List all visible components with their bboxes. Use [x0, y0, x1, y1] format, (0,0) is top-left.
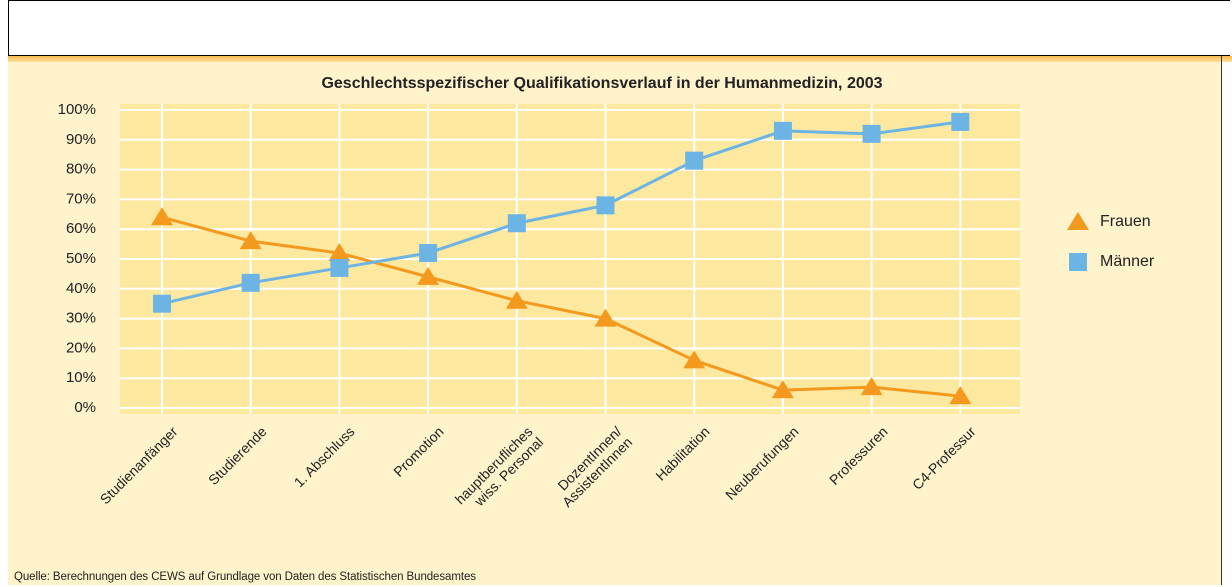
- marker: [239, 231, 262, 250]
- y-tick-label: 10%: [66, 369, 96, 386]
- marker: [773, 121, 792, 140]
- header-rule: [8, 56, 1232, 62]
- marker: [507, 214, 526, 233]
- y-tick-label: 90%: [66, 131, 96, 148]
- marker: [860, 377, 883, 396]
- line: [161, 215, 961, 398]
- y-tick-label: 0%: [74, 399, 96, 416]
- marker: [328, 243, 351, 262]
- y-tick-label: 70%: [66, 190, 96, 207]
- marker: [771, 380, 794, 399]
- header-box: [8, 0, 1230, 56]
- marker: [683, 350, 706, 369]
- source: Quelle: Berechnungen des CEWS auf Grundl…: [14, 571, 476, 583]
- y-tick-label: 50%: [66, 250, 96, 267]
- marker: [417, 266, 440, 285]
- marker: [596, 196, 615, 215]
- legend-label: Männer: [1100, 253, 1155, 270]
- marker: [949, 386, 972, 405]
- marker: [241, 273, 260, 292]
- marker: [151, 207, 173, 226]
- legend-marker: [1067, 212, 1089, 230]
- marker: [951, 112, 970, 131]
- marker: [685, 151, 704, 170]
- y-tick-label: 20%: [66, 339, 96, 356]
- y-tick-label: 100%: [58, 101, 96, 118]
- chart-title: Geschlechtsspezifischer Qualifikationsve…: [321, 75, 882, 92]
- marker: [153, 294, 171, 313]
- marker: [505, 290, 528, 309]
- marker: [419, 244, 438, 263]
- y-tick-label: 80%: [66, 161, 96, 178]
- y-tick-label: 40%: [66, 280, 96, 297]
- marker: [330, 258, 349, 277]
- y-tick-label: 60%: [66, 220, 96, 237]
- legend-label: Frauen: [1100, 213, 1151, 230]
- legend-marker: [1069, 253, 1087, 271]
- line: [161, 120, 961, 306]
- y-tick-label: 30%: [66, 310, 96, 327]
- marker: [594, 308, 617, 327]
- frame-line: [1221, 56, 1222, 585]
- marker: [862, 124, 881, 143]
